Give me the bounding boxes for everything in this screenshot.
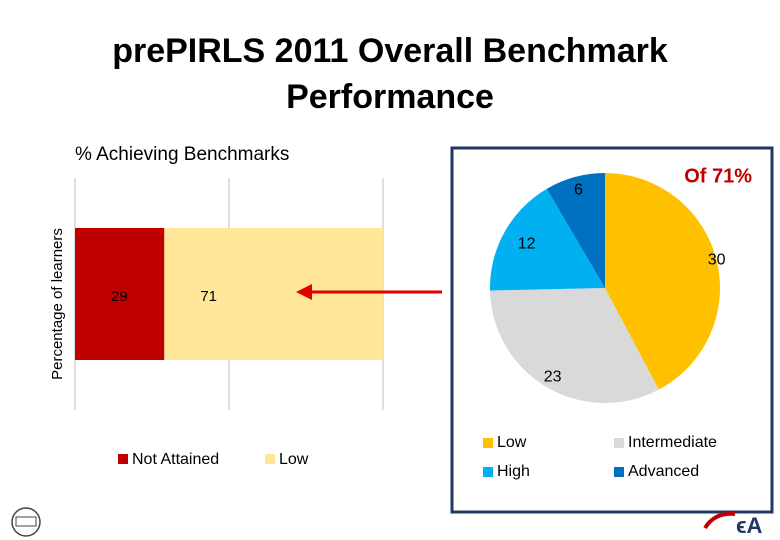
legend-label: Not Attained [132,451,219,468]
svg-text:ϵA: ϵA [736,513,763,538]
pie-slice [490,188,605,291]
legend-label: High [497,463,530,480]
pie-frame [450,146,774,514]
data-label: 30 [708,252,726,269]
pie-slice [605,173,720,390]
legend-swatch [265,454,275,464]
pie-slice [546,173,605,288]
legend-label: Advanced [628,463,699,480]
data-label: 71 [200,288,217,305]
legend-label: Low [497,434,527,451]
logo-left [11,507,41,537]
legend-swatch [614,467,624,477]
chart-subtitle: % Achieving Benchmarks [75,144,289,165]
legend-swatch [614,438,624,448]
chart-subtitle: Of 71% [684,165,752,187]
data-label: 12 [518,236,536,253]
pie-slice [490,288,659,403]
legend-label: Low [279,451,309,468]
logo-right: ϵA [703,511,763,538]
bar-segment [75,228,165,360]
pointer-arrowhead [296,284,312,300]
data-label: 29 [111,288,128,305]
legend-swatch [483,438,493,448]
data-label: 6 [574,182,583,199]
legend-swatch [483,467,493,477]
slide-title: prePIRLS 2011 Overall Benchmark Performa… [112,32,668,116]
data-label: 23 [544,368,562,385]
bar-segment [164,228,383,360]
legend-label: Intermediate [628,434,717,451]
y-axis-label: Percentage of learners [49,228,66,380]
legend-swatch [118,454,128,464]
